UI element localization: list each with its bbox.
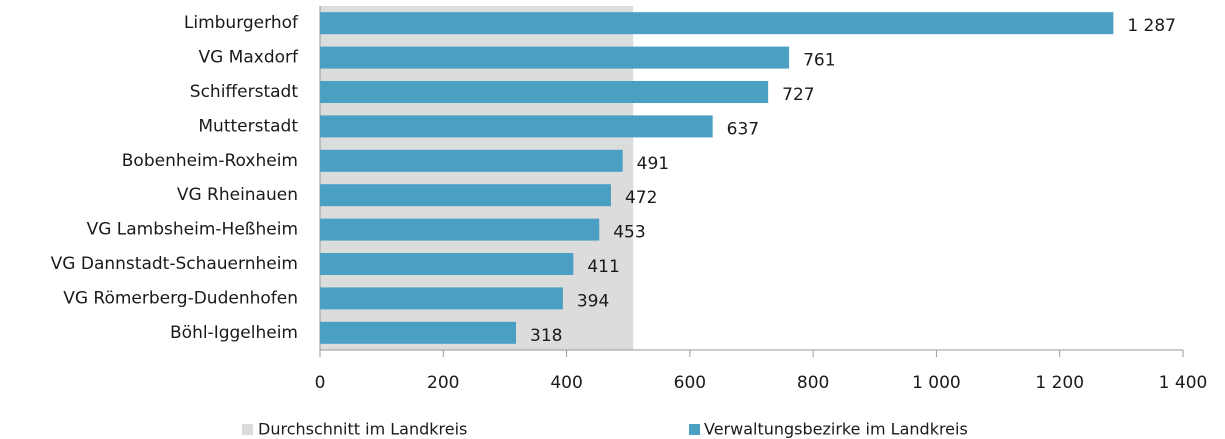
y-tick-label: Schifferstadt <box>190 82 299 102</box>
value-label: 411 <box>587 257 619 277</box>
legend-swatch <box>242 424 253 435</box>
y-tick-label: VG Rheinauen <box>177 185 298 205</box>
bar <box>320 46 790 69</box>
y-tick-label: Limburgerhof <box>184 13 299 33</box>
value-label: 394 <box>577 291 609 311</box>
x-tick-label: 1 200 <box>1035 373 1084 393</box>
x-tick-label: 400 <box>550 373 582 393</box>
value-label: 761 <box>803 51 835 71</box>
value-label: 637 <box>727 119 759 139</box>
bar <box>320 253 574 275</box>
x-tick-label: 600 <box>674 373 706 393</box>
y-tick-label: VG Lambsheim-Heßheim <box>87 220 298 240</box>
bar <box>320 184 611 207</box>
value-label: 727 <box>782 85 814 105</box>
y-tick-label: Bobenheim-Roxheim <box>122 151 298 171</box>
bar <box>320 12 1114 35</box>
x-tick-label: 1 000 <box>912 373 961 393</box>
bar <box>320 218 600 241</box>
bar <box>320 287 563 310</box>
bar <box>320 115 713 138</box>
bar <box>320 81 769 103</box>
y-tick-label: VG Maxdorf <box>198 48 299 68</box>
value-label: 1 287 <box>1127 16 1176 36</box>
value-label: 491 <box>637 154 669 174</box>
y-tick-label: VG Dannstadt-Schauernheim <box>51 254 298 274</box>
bar <box>320 321 517 344</box>
value-label: 472 <box>625 188 657 208</box>
y-tick-label: VG Römerberg-Dudenhofen <box>63 288 298 308</box>
y-tick-label: Böhl-Iggelheim <box>170 323 298 343</box>
x-tick-label: 800 <box>797 373 829 393</box>
x-tick-label: 1 400 <box>1159 373 1208 393</box>
legend-swatch <box>689 424 700 435</box>
bar <box>320 149 623 172</box>
x-tick-label: 200 <box>427 373 459 393</box>
y-tick-label: Mutterstadt <box>198 116 298 136</box>
x-tick-label: 0 <box>315 373 326 393</box>
value-label: 453 <box>613 223 645 243</box>
legend-label: Durchschnitt im Landkreis <box>258 420 467 439</box>
value-label: 318 <box>530 326 562 346</box>
legend-label: Verwaltungsbezirke im Landkreis <box>704 420 968 439</box>
